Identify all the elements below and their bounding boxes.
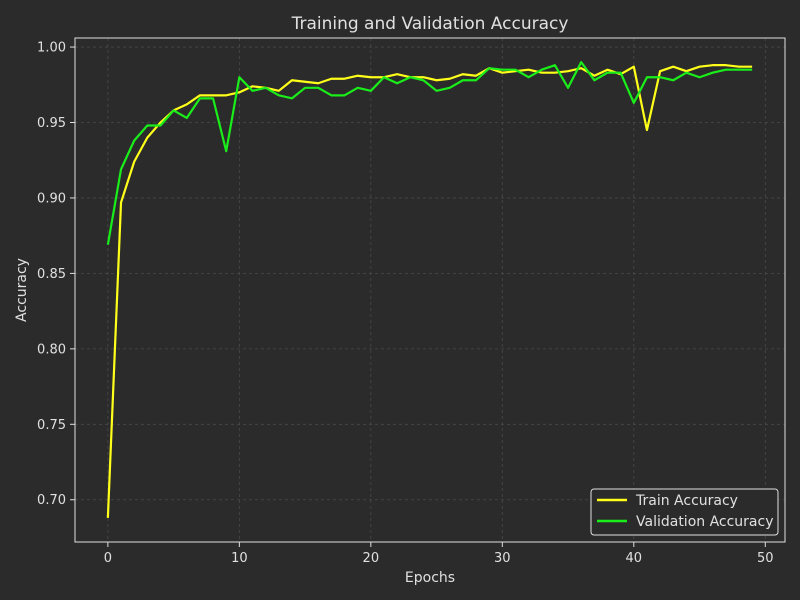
x-tick-label: 40 [626, 551, 643, 566]
y-tick-label: 0.75 [37, 418, 66, 433]
train-accuracy-line [106, 64, 753, 518]
legend-box [590, 488, 779, 536]
series-lines [106, 61, 753, 518]
x-tick-label: 10 [231, 551, 248, 566]
legend-label-train: Train Accuracy [635, 493, 738, 509]
plot-frame [74, 37, 786, 543]
x-axis-title: Epochs [405, 570, 455, 586]
y-tick-label: 0.70 [37, 493, 66, 508]
y-tick-label: 1.00 [37, 41, 66, 56]
x-tick-label: 0 [104, 551, 112, 566]
legend-label-validation: Validation Accuracy [636, 514, 774, 530]
y-tick-label: 0.90 [37, 191, 66, 206]
x-tick-label: 20 [363, 551, 380, 566]
y-tick-label: 0.80 [37, 342, 66, 357]
chart-title: Training and Validation Accuracy [291, 14, 569, 34]
x-tick-label: 30 [494, 551, 511, 566]
y-tick-label: 0.85 [37, 267, 66, 282]
y-tick-label: 0.95 [37, 116, 66, 131]
legend: Train Accuracy Validation Accuracy [590, 488, 779, 536]
axis-ticks: 0 10 20 30 40 50 0.70 0.75 0.80 0.85 0.90 0.95 1.00 [37, 41, 774, 566]
validation-accuracy-line [106, 61, 753, 245]
y-axis-title: Accuracy [14, 258, 30, 322]
x-tick-label: 50 [757, 551, 774, 566]
grid [75, 38, 785, 542]
